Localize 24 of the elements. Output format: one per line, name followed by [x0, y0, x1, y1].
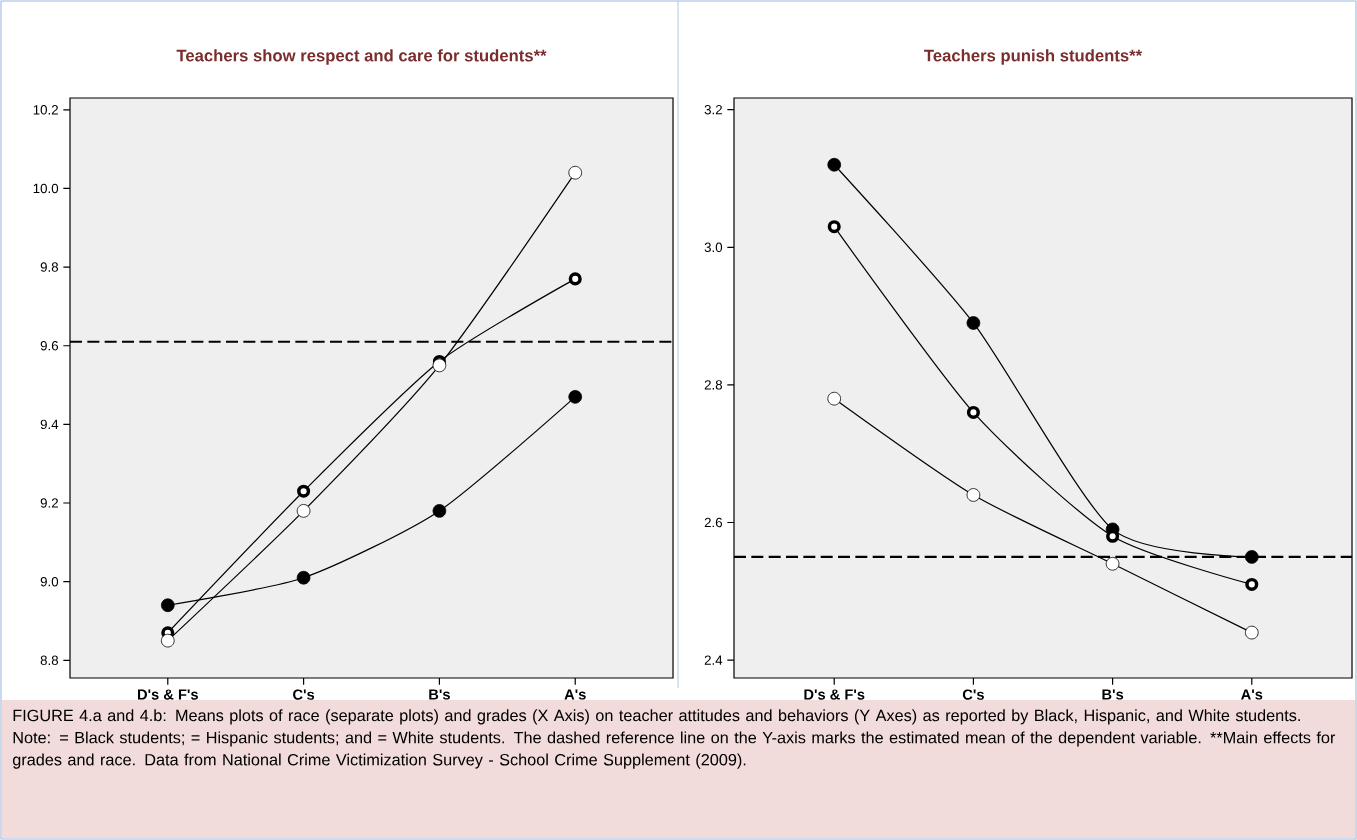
y-tick-label: 9.6 — [40, 341, 59, 351]
y-tick-label: 2.6 — [704, 517, 723, 528]
x-tick-label: B's — [1102, 689, 1124, 700]
y-tick-label: 2.8 — [704, 380, 723, 390]
x-tick-label: B's — [429, 689, 450, 700]
y-tick-label: 9.0 — [40, 576, 59, 587]
x-tick-label: A's — [564, 689, 586, 700]
y-tick-label: 9.2 — [40, 498, 58, 508]
y-tick-label: 2.4 — [704, 655, 723, 665]
x-tick-label: A's — [1241, 689, 1263, 700]
chart-title: Teachers punish students** — [924, 49, 1143, 65]
y-tick-label: 3.2 — [704, 104, 722, 115]
caption: FIGURE 4.a and 4.b: Means plots of race (separate plots) and grades (X Axis) on teacher attitudes and behaviors (Y Axes) as reported by Black, Hispanic, and White students. Note: = Black students; = Hispanic students; and = White students. The dashed reference line on the Y-axis marks the estimated mean of the dependent variable. **Main effects for grades and race. Data from National Crime Victimization Survey - School Crime Supplement (2009). — [12, 709, 1336, 769]
x-tick-label: D's & F's — [137, 689, 198, 700]
y-tick-label: 9.8 — [40, 262, 59, 272]
y-tick-label: 9.4 — [40, 419, 59, 430]
x-tick-label: C's — [293, 689, 315, 700]
y-tick-label: 8.8 — [40, 655, 59, 666]
chart-title: Teachers show respect and care for students** — [176, 49, 547, 65]
x-tick-label: D's & F's — [804, 689, 865, 700]
x-tick-label: C's — [962, 689, 984, 700]
y-tick-label: 10.2 — [33, 105, 58, 115]
y-tick-label: 3.0 — [704, 242, 723, 253]
y-tick-label: 10.0 — [33, 183, 59, 194]
